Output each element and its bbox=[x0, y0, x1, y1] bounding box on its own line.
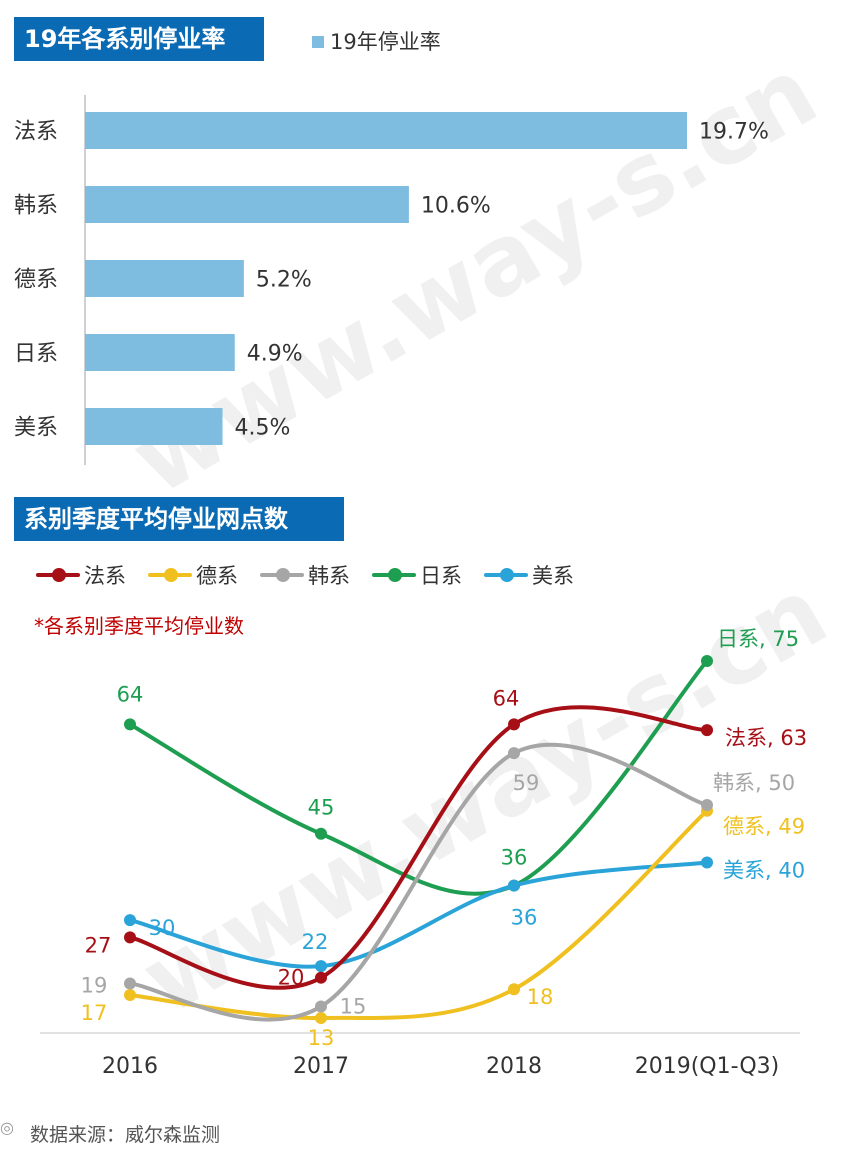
point-韩系-1 bbox=[315, 1000, 327, 1013]
data-label-德系-2: 18 bbox=[527, 985, 554, 1009]
point-日系-0 bbox=[124, 718, 136, 731]
point-德系-1 bbox=[315, 1012, 327, 1024]
data-label-韩系-2: 59 bbox=[513, 771, 540, 795]
x-tick-label: 2019(Q1-Q3) bbox=[635, 1054, 780, 1079]
legend-dot-icon bbox=[52, 568, 66, 582]
data-label-韩系-1: 15 bbox=[340, 994, 367, 1018]
data-label-法系-1: 20 bbox=[278, 966, 305, 990]
bar-1 bbox=[85, 186, 409, 223]
legend-label: 德系 bbox=[196, 564, 238, 588]
legend-item: 美系 bbox=[484, 560, 574, 590]
data-label-美系-3: 美系, 40 bbox=[723, 859, 805, 883]
data-label-韩系-0: 19 bbox=[81, 973, 108, 997]
point-韩系-2 bbox=[508, 747, 520, 760]
legend-item: 法系 bbox=[36, 560, 126, 590]
data-label-日系-1: 45 bbox=[308, 796, 335, 820]
legend-dot-icon bbox=[500, 568, 514, 582]
legend-item: 韩系 bbox=[260, 560, 350, 590]
legend-line-icon bbox=[484, 568, 528, 582]
bar-3 bbox=[85, 334, 235, 371]
bar-legend-label: 19年停业率 bbox=[330, 30, 441, 54]
bar-category-label: 韩系 bbox=[14, 194, 58, 219]
data-label-德系-3: 德系, 49 bbox=[723, 815, 805, 839]
bar-value-label: 5.2% bbox=[256, 268, 312, 293]
bar-value-label: 19.7% bbox=[699, 120, 769, 145]
bar-4 bbox=[85, 408, 223, 445]
data-label-美系-1: 22 bbox=[302, 930, 329, 954]
bar-chart-legend: 19年停业率 bbox=[312, 26, 441, 56]
bar-chart-title: 19年各系别停业率 bbox=[14, 17, 264, 61]
legend-dot-icon bbox=[276, 568, 290, 582]
legend-label: 法系 bbox=[84, 564, 126, 588]
series-line-法系 bbox=[128, 705, 709, 990]
data-label-法系-3: 法系, 63 bbox=[725, 726, 807, 750]
bar-category-label: 法系 bbox=[14, 120, 58, 145]
legend-line-icon bbox=[148, 568, 192, 582]
point-美系-2 bbox=[508, 879, 520, 892]
line-chart-title: 系别季度平均停业网点数 bbox=[14, 497, 344, 541]
legend-line-icon bbox=[372, 568, 416, 582]
point-日系-3 bbox=[701, 655, 713, 667]
bar-category-label: 德系 bbox=[14, 268, 58, 293]
point-美系-3 bbox=[701, 856, 713, 869]
series-line-日系 bbox=[128, 659, 709, 896]
line-chart-note: *各系别季度平均停业数 bbox=[34, 614, 244, 638]
series-line-韩系 bbox=[128, 742, 709, 1022]
data-label-韩系-3: 韩系, 50 bbox=[713, 771, 795, 795]
bar-category-label: 美系 bbox=[14, 416, 58, 441]
point-法系-1 bbox=[315, 971, 327, 984]
x-tick-label: 2018 bbox=[486, 1054, 542, 1079]
series-line-美系 bbox=[128, 860, 709, 969]
bar-2 bbox=[85, 260, 244, 297]
data-label-日系-2: 36 bbox=[501, 846, 528, 870]
point-法系-0 bbox=[124, 931, 136, 944]
line-chart-legend: 法系 德系 韩系 日系 美系 bbox=[36, 560, 596, 590]
point-法系-2 bbox=[508, 718, 520, 731]
legend-dot-icon bbox=[164, 568, 178, 582]
legend-dot-icon bbox=[388, 568, 402, 582]
point-美系-1 bbox=[315, 960, 327, 973]
point-美系-0 bbox=[124, 914, 136, 927]
legend-swatch bbox=[312, 36, 324, 48]
series-line-德系 bbox=[128, 808, 709, 1021]
data-label-美系-2: 36 bbox=[511, 906, 538, 930]
data-label-法系-2: 64 bbox=[493, 686, 520, 710]
legend-label: 美系 bbox=[532, 564, 574, 588]
x-tick-label: 2016 bbox=[102, 1054, 158, 1079]
bar-value-label: 4.9% bbox=[247, 342, 303, 367]
legend-line-icon bbox=[36, 568, 80, 582]
data-label-德系-0: 17 bbox=[81, 1001, 108, 1025]
legend-item: 日系 bbox=[372, 560, 462, 590]
point-韩系-0 bbox=[124, 977, 136, 990]
data-label-法系-0: 27 bbox=[85, 933, 112, 957]
data-label-日系-0: 64 bbox=[117, 682, 144, 706]
point-德系-0 bbox=[124, 988, 136, 1001]
legend-line-icon bbox=[260, 568, 304, 582]
data-label-日系-3: 日系, 75 bbox=[717, 627, 799, 651]
bar-0 bbox=[85, 112, 687, 149]
data-label-美系-0: 30 bbox=[149, 916, 176, 940]
bar-category-label: 日系 bbox=[14, 342, 58, 367]
x-tick-label: 2017 bbox=[293, 1054, 349, 1079]
point-日系-1 bbox=[315, 827, 327, 840]
source-text: 数据来源：威尔森监测 bbox=[30, 1124, 221, 1146]
point-法系-3 bbox=[701, 724, 713, 737]
legend-item: 德系 bbox=[148, 560, 238, 590]
bar-value-label: 4.5% bbox=[235, 416, 291, 441]
point-德系-2 bbox=[508, 983, 520, 996]
point-韩系-3 bbox=[701, 798, 713, 811]
bar-value-label: 10.6% bbox=[421, 194, 491, 219]
legend-label: 日系 bbox=[420, 564, 462, 588]
data-label-德系-1: 13 bbox=[308, 1026, 335, 1050]
legend-label: 韩系 bbox=[308, 564, 350, 588]
weibo-icon: ◎ bbox=[0, 1118, 14, 1137]
